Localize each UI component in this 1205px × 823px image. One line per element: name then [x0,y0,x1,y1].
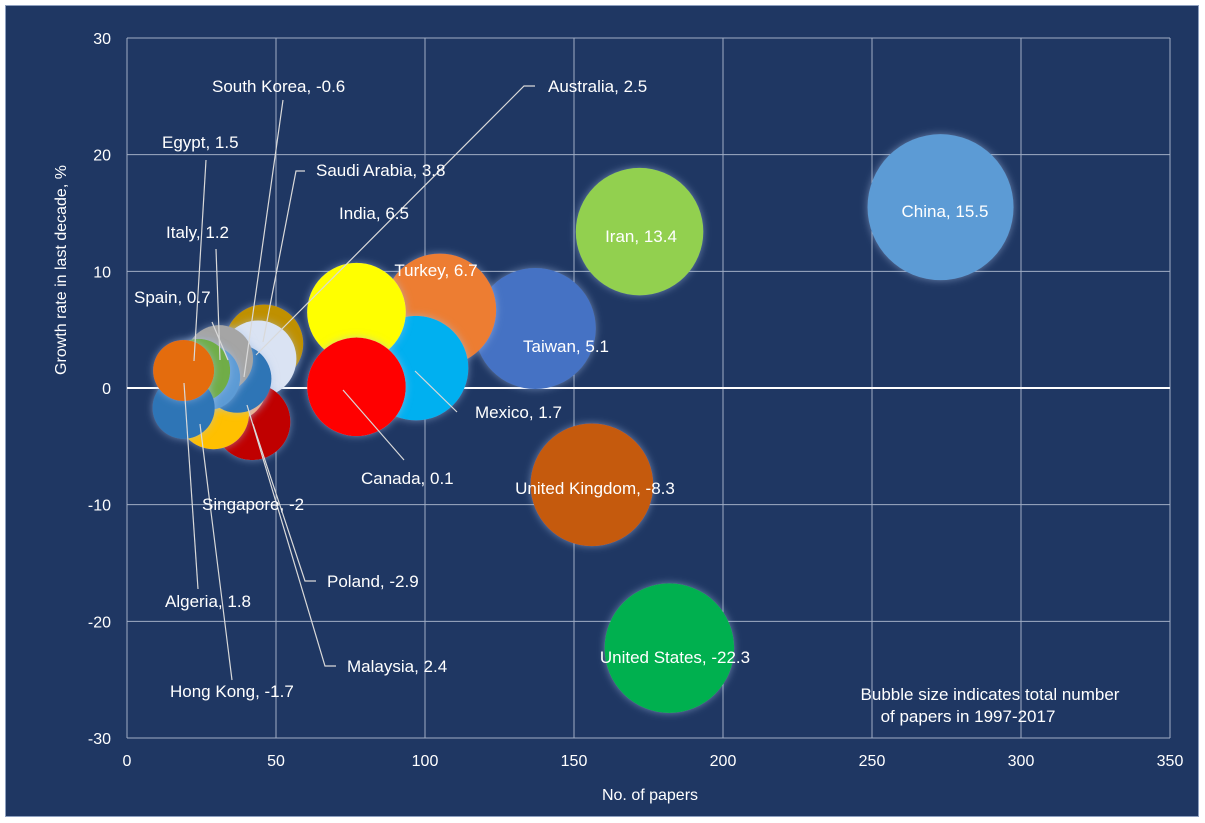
y-tick-label: -30 [88,731,111,748]
leader-line-saudi-arabia [262,170,305,343]
leader-line-algeria [183,382,199,590]
leader-line-egypt [193,159,207,362]
data-labels: China, 15.5 Iran, 13.4 Taiwan, 5.1 Turkey, … [134,77,988,701]
bubble-taiwan [474,267,596,390]
leader-line-hong-kong [199,423,233,681]
data-label-india: India, 6.5 [339,204,409,223]
bubble-united-kingdom [530,423,654,547]
leader-line-poland [252,423,316,582]
x-tick-label: 200 [710,753,737,770]
axes: No. of papers Growth rate in last decade… [53,31,1183,804]
size-note-line-2: of papers in 1997-2017 [881,707,1056,726]
data-label-saudi-arabia: Saudi Arabia, 3.8 [316,161,445,180]
data-label-poland: Poland, -2.9 [327,572,419,591]
y-tick-label: -10 [88,498,111,515]
x-tick-label: 50 [267,753,285,770]
x-tick-label: 100 [412,753,439,770]
leader-line-malaysia [246,404,336,667]
x-tick-label: 0 [123,753,132,770]
x-tick-label: 150 [561,753,588,770]
data-label-mexico: Mexico, 1.7 [475,403,562,422]
bubble-india [307,262,406,362]
leader-line-spain [211,321,229,361]
x-tick-label: 300 [1008,753,1035,770]
bubble-canada [307,337,406,437]
size-note: Bubble size indicates total number of pa… [861,685,1120,726]
data-label-china: China, 15.5 [902,202,989,221]
size-note-line-1: Bubble size indicates total number [861,685,1120,704]
gridlines [126,37,1171,739]
data-label-singapore: Singapore, -2 [202,495,304,514]
y-tick-label: -20 [88,614,111,631]
leader-line-south-korea [243,99,284,378]
data-label-turkey: Turkey, 6.7 [394,261,477,280]
bubbles [152,134,1014,713]
leader-line-australia [255,85,535,356]
data-label-hong-kong: Hong Kong, -1.7 [170,682,294,701]
data-label-spain: Spain, 0.7 [134,288,211,307]
bubble-china [867,134,1014,281]
data-label-united-states: United States, -22.3 [600,648,750,667]
data-label-italy: Italy, 1.2 [166,223,229,242]
data-label-iran: Iran, 13.4 [605,227,677,246]
y-tick-label: 10 [93,264,111,281]
data-label-egypt: Egypt, 1.5 [162,133,239,152]
data-label-united-kingdom: United Kingdom, -8.3 [515,479,675,498]
data-label-algeria: Algeria, 1.8 [165,592,251,611]
data-label-south-korea: South Korea, -0.6 [212,77,345,96]
bubble-spain [153,339,215,402]
bubble-united-states [604,583,735,713]
leader-line-canada [342,389,405,461]
y-tick-label: 30 [93,31,111,48]
x-tick-label: 350 [1157,753,1184,770]
data-label-australia: Australia, 2.5 [548,77,647,96]
leader-line-mexico [414,370,458,413]
y-axis-label: Growth rate in last decade, % [53,165,70,375]
y-tick-label: 0 [102,381,111,398]
leader-lines [183,85,535,681]
y-tick-label: 20 [93,148,111,165]
data-label-taiwan: Taiwan, 5.1 [523,337,609,356]
x-tick-label: 250 [859,753,886,770]
data-label-canada: Canada, 0.1 [361,469,454,488]
leader-line-italy [215,248,221,361]
data-label-malaysia: Malaysia, 2.4 [347,657,447,676]
bubble-iran [575,167,704,296]
x-axis-label: No. of papers [602,787,698,804]
